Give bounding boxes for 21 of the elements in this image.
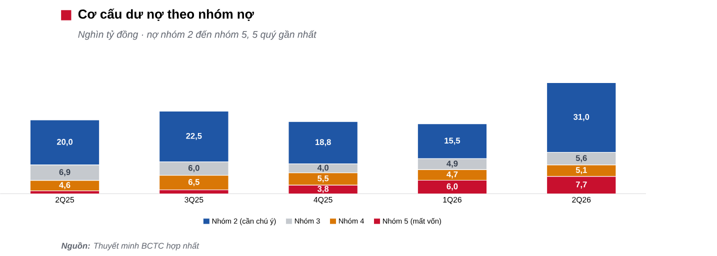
data-label: 18,8 xyxy=(316,138,331,146)
data-label: 7,7 xyxy=(576,181,587,188)
data-label: 4,0 xyxy=(317,164,329,172)
data-label: 22,5 xyxy=(186,132,202,140)
data-label: 20,0 xyxy=(56,138,73,146)
chart-title: Cơ cấu dư nợ theo nhóm nợ xyxy=(78,8,254,21)
data-label: 6,9 xyxy=(59,168,70,176)
data-label: 4,6 xyxy=(59,182,70,189)
data-label: 4,7 xyxy=(446,171,458,178)
data-label: 3,8 xyxy=(317,186,329,193)
chart-subtitle: Nghìn tỷ đồng · nợ nhóm 2 đến nhóm 5, 5 quý gần nhất xyxy=(78,30,317,40)
data-label: 31,0 xyxy=(573,114,590,121)
data-label: 4,9 xyxy=(446,160,458,168)
data-label: 6,0 xyxy=(446,183,458,190)
data-label: 6,0 xyxy=(188,164,200,172)
data-label: 5,5 xyxy=(318,175,329,182)
data-label: 5,6 xyxy=(576,154,587,162)
text: Nguồn: Thuyết minh BCTC hợp nhất xyxy=(61,242,200,250)
data-label: 5,1 xyxy=(576,166,587,174)
data-label: 15,5 xyxy=(444,138,460,145)
data-label: 6,5 xyxy=(188,178,200,186)
